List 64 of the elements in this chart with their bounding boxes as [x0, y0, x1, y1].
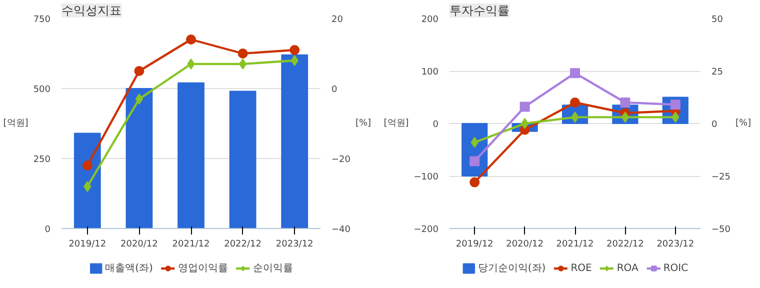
bar — [229, 90, 256, 228]
y2-tick-label: −25 — [712, 172, 730, 182]
y-tick-label: 0 — [432, 120, 439, 130]
legend-label: 당기순이익(좌) — [478, 262, 546, 275]
point — [238, 58, 247, 70]
point — [520, 102, 530, 112]
legend-label: ROA — [616, 262, 638, 274]
y2-tick-label: 25 — [712, 68, 723, 78]
y-axis-title: [억원] — [3, 118, 28, 128]
x-tick-label: 2020/12 — [506, 240, 544, 250]
point — [290, 45, 300, 55]
point — [84, 181, 92, 192]
y-tick-label: 100 — [421, 68, 439, 78]
y-tick-label: 0 — [44, 225, 51, 235]
point — [82, 160, 92, 170]
point — [570, 98, 580, 108]
point — [670, 100, 680, 110]
y-tick-label: 250 — [33, 155, 51, 165]
point — [520, 118, 529, 129]
x-tick-label: 2022/12 — [606, 240, 644, 250]
legend-label: ROIC — [663, 262, 688, 274]
legend-label: 매출액(좌) — [105, 262, 153, 275]
legend-label: 영업이익률 — [178, 262, 228, 275]
legend-label: 순이익률 — [252, 262, 293, 275]
point — [238, 48, 248, 58]
bar — [126, 88, 153, 228]
x-tick-label: 2020/12 — [120, 240, 158, 250]
y2-tick-label: 50 — [712, 15, 724, 25]
point — [134, 66, 144, 76]
x-tick-label: 2023/12 — [276, 240, 314, 250]
y-tick-label: −200 — [414, 225, 439, 235]
x-tick-label: 2023/12 — [656, 240, 694, 250]
y2-axis-title: [%] — [355, 118, 372, 128]
point — [135, 94, 144, 104]
x-tick-label: 2019/12 — [456, 240, 494, 250]
y-tick-label: 200 — [421, 15, 439, 25]
y2-tick-label: 0 — [712, 120, 718, 130]
point — [186, 34, 196, 44]
bar — [74, 132, 101, 228]
x-tick-label: 2019/12 — [68, 240, 106, 250]
y2-tick-label: 0 — [332, 85, 338, 95]
y2-tick-label: −40 — [332, 225, 351, 235]
legend-label: ROE — [570, 262, 592, 274]
y2-tick-label: 20 — [332, 15, 344, 25]
x-tick-label: 2021/12 — [556, 240, 594, 250]
point — [470, 156, 480, 166]
chart-title: 수익성지표 — [62, 4, 122, 18]
point — [187, 58, 195, 70]
y2-tick-label: −50 — [712, 225, 731, 235]
y2-tick-label: −20 — [332, 155, 351, 165]
point — [570, 68, 580, 78]
y-tick-label: 750 — [33, 15, 51, 25]
x-tick-label: 2021/12 — [172, 240, 210, 250]
chart-title: 투자수익률 — [450, 4, 510, 18]
point — [620, 98, 630, 108]
y-tick-label: 500 — [33, 85, 51, 95]
y-tick-label: −100 — [414, 172, 439, 182]
bar — [281, 54, 308, 228]
y-axis-title: [억원] — [384, 118, 409, 128]
x-tick-label: 2022/12 — [224, 240, 262, 250]
bar — [178, 82, 204, 228]
point — [290, 55, 298, 66]
point — [470, 177, 480, 188]
y2-axis-title: [%] — [735, 118, 752, 128]
